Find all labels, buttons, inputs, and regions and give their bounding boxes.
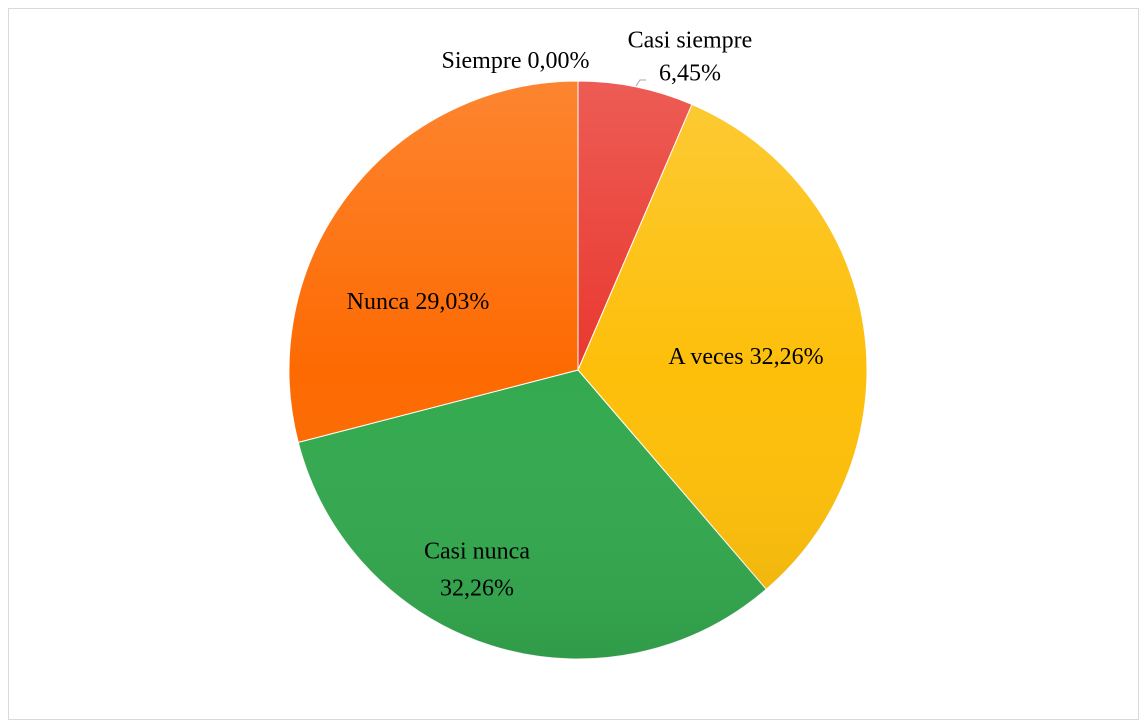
value-label: 32,26%	[750, 344, 824, 370]
data-label: Siempre 0,00%	[442, 48, 590, 74]
data-label: A veces 32,26%	[668, 344, 823, 370]
leader-line	[635, 79, 646, 87]
value-label: 32,26%	[440, 576, 514, 602]
value-label: 29,03%	[415, 289, 489, 315]
category-label: Casi nunca	[424, 539, 530, 565]
value-label: 0,00%	[527, 48, 589, 74]
category-label: Siempre	[442, 48, 522, 74]
data-label: Nunca 29,03%	[347, 289, 490, 315]
value-label: 6,45%	[659, 61, 721, 87]
category-label: Casi siempre	[628, 28, 753, 54]
category-label: Nunca	[347, 289, 410, 315]
category-label: A veces	[668, 344, 743, 370]
